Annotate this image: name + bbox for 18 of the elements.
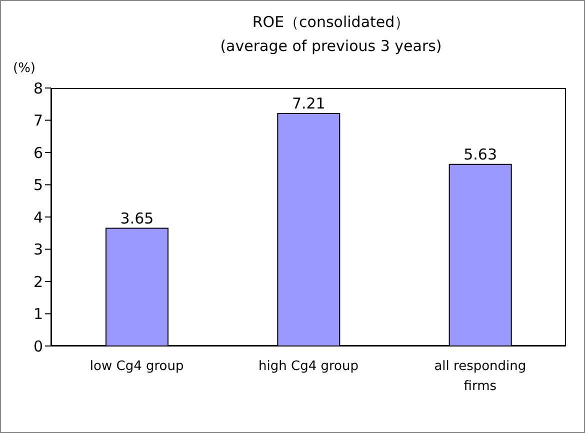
y-tick-label: 3 [33, 240, 43, 259]
data-label: 7.21 [292, 94, 326, 112]
x-tick-label: all responding firms [434, 359, 526, 394]
data-label: 5.63 [464, 145, 498, 164]
data-label: 3.65 [120, 209, 154, 228]
chart-subtitle: (average of previous 3 years) [219, 37, 443, 55]
y-tick-label: 8 [33, 79, 43, 98]
y-tick-label: 7 [33, 112, 43, 130]
y-tick-label: 2 [33, 272, 43, 291]
y-axis-title: (%) [13, 61, 36, 76]
y-tick-label: 4 [33, 208, 43, 226]
chart-title: ROE（consolidated） [251, 13, 411, 32]
y-tick-label: 1 [33, 305, 43, 324]
y-tick-label: 6 [33, 144, 43, 162]
y-tick-label: 5 [33, 176, 43, 194]
y-tick-label: 0 [33, 337, 43, 356]
x-tick-label: high Cg4 group [258, 359, 358, 374]
x-tick-label: low Cg4 group [90, 359, 184, 374]
